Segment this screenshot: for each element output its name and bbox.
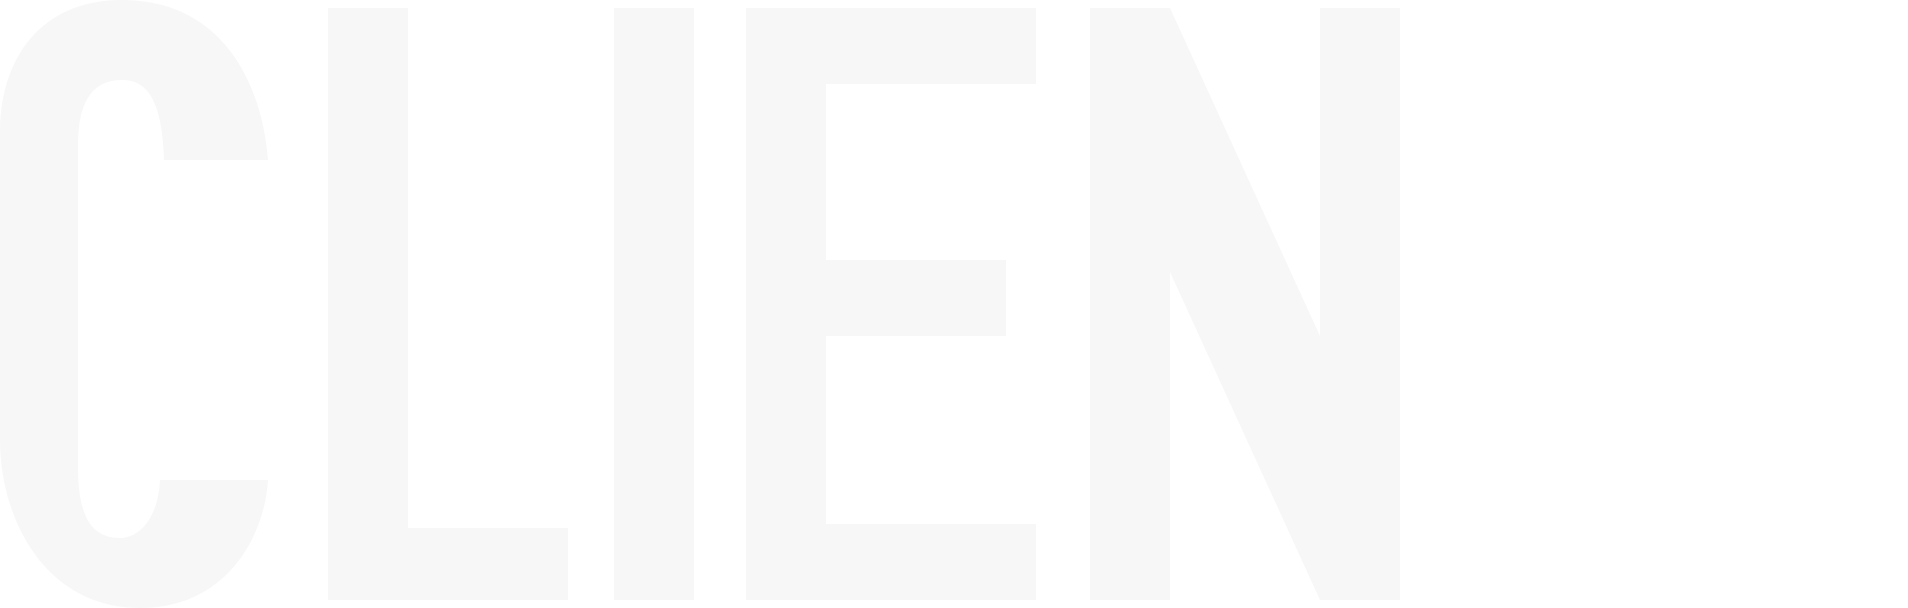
- letter-c: [0, 0, 268, 608]
- letter-l: [328, 8, 568, 600]
- letter-n: [1090, 8, 1400, 600]
- letter-i: [614, 8, 694, 600]
- letter-e: [746, 8, 1036, 600]
